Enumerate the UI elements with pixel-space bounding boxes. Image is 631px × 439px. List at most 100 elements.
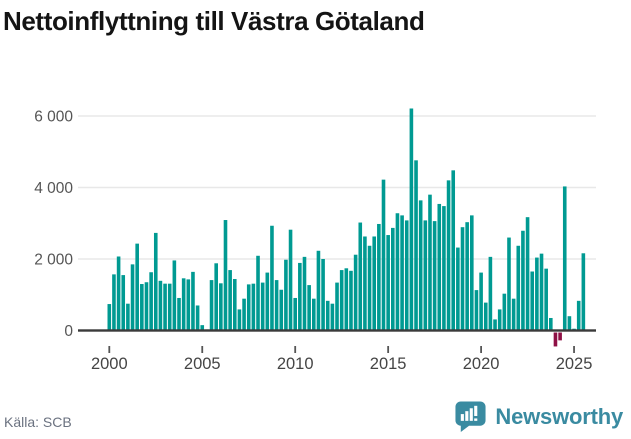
bar [223, 220, 228, 331]
bar [456, 247, 460, 331]
bar [246, 284, 251, 331]
bar [167, 283, 172, 331]
bar [367, 245, 372, 331]
newsworthy-speech-bubble-icon [455, 401, 486, 433]
bar [428, 194, 432, 331]
bar [325, 300, 330, 331]
bar [191, 271, 195, 331]
source-label: Källa: SCB [4, 414, 72, 430]
bar [581, 253, 586, 331]
x-axis-label: 2025 [556, 355, 593, 373]
brand-name: Newsworthy [495, 403, 623, 429]
x-axis-label: 2000 [91, 355, 128, 373]
bar [409, 108, 414, 331]
bar [404, 220, 409, 331]
bar [344, 268, 349, 331]
x-axis-label: 2015 [370, 355, 407, 373]
bar [153, 232, 158, 331]
bar [307, 285, 311, 331]
bar [116, 256, 121, 331]
bar [311, 298, 316, 331]
bar [321, 259, 325, 331]
bar [465, 222, 469, 331]
bar [521, 230, 525, 331]
bar [200, 325, 205, 331]
bar [302, 256, 307, 331]
bar [130, 264, 135, 331]
bar [293, 297, 297, 331]
bar [353, 254, 358, 331]
bar [539, 253, 544, 331]
bar [135, 243, 139, 331]
newsworthy-logo: Newsworthy [454, 400, 623, 433]
bar [349, 270, 353, 331]
bar [298, 262, 302, 331]
bar [228, 270, 232, 331]
bar [423, 220, 428, 331]
bar [372, 236, 377, 331]
bar [288, 229, 293, 331]
y-axis-label: 4 000 [34, 180, 73, 197]
bar [460, 227, 465, 331]
bar [446, 180, 451, 331]
bar [195, 305, 200, 331]
bar [483, 302, 488, 331]
bar [432, 221, 437, 331]
bar [186, 279, 191, 331]
bar [172, 260, 177, 331]
bar [274, 280, 279, 331]
bar [525, 217, 530, 331]
logo-bar-chart-glyph [461, 405, 478, 421]
y-axis-label: 6 000 [34, 109, 73, 126]
bar [381, 179, 386, 331]
bar [511, 298, 516, 331]
bar [242, 298, 246, 331]
bar [144, 282, 149, 331]
chart-title: Nettoinflyttning till Västra Götaland [3, 6, 425, 36]
bar [437, 203, 442, 331]
bar [339, 270, 344, 331]
bar [414, 160, 418, 331]
bar [567, 316, 572, 331]
x-axis-label: 2010 [277, 355, 314, 373]
bar [214, 263, 218, 331]
bar [516, 245, 521, 331]
x-axis-label: 2005 [184, 355, 221, 373]
bar [386, 235, 390, 331]
bar [544, 268, 548, 331]
bar [316, 250, 321, 331]
bar [549, 317, 553, 331]
bar [209, 280, 214, 331]
bar [163, 283, 167, 331]
bar [391, 227, 395, 331]
bar [177, 297, 181, 331]
bar [121, 275, 126, 331]
bar [497, 309, 502, 331]
bar [418, 200, 423, 331]
bar [395, 213, 400, 331]
bar [470, 215, 474, 331]
bar [149, 272, 153, 331]
bar [256, 255, 260, 331]
bar [558, 332, 562, 341]
bar [507, 237, 511, 331]
y-axis-label: 0 [64, 323, 73, 340]
bar [265, 272, 270, 331]
bar [219, 283, 223, 331]
x-axis-line [78, 329, 596, 332]
bar [493, 319, 497, 331]
bar [358, 222, 363, 331]
bar [232, 279, 237, 331]
bar [576, 300, 581, 331]
y-axis-label: 2 000 [34, 252, 73, 269]
bar [479, 272, 483, 331]
bar [237, 309, 242, 331]
bar [535, 257, 539, 331]
bar [107, 304, 112, 331]
bar [279, 289, 284, 331]
bar [442, 206, 446, 331]
bar [530, 271, 535, 331]
bar [260, 282, 265, 331]
